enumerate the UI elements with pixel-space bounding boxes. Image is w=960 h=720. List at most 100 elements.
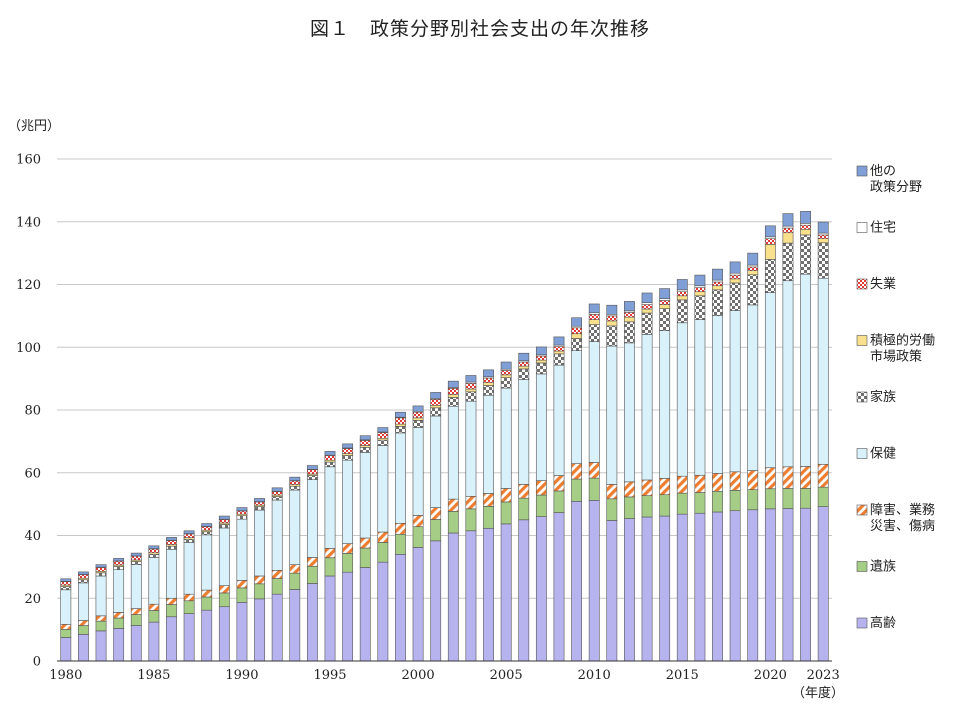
bar-segment <box>764 488 776 510</box>
bar-segment <box>254 598 265 662</box>
bar-segment <box>324 466 336 549</box>
bar-segment <box>500 361 512 370</box>
bar-segment <box>289 572 301 590</box>
bar-segment <box>113 566 125 570</box>
bar-segment <box>606 315 618 322</box>
bar-segment <box>289 589 301 662</box>
bar-segment <box>236 510 248 515</box>
bar-segment <box>764 467 776 490</box>
bar-segment <box>236 587 248 603</box>
bar-segment <box>218 585 230 594</box>
bar-segment <box>289 564 301 574</box>
bar-segment <box>271 593 283 662</box>
bar-segment <box>624 316 635 323</box>
bar-segment <box>712 289 723 316</box>
x-tick-label: 2015 <box>666 668 699 683</box>
bar-segment <box>201 596 213 611</box>
bar-segment <box>764 238 776 245</box>
bar-segment <box>412 411 424 419</box>
bar-segment <box>659 330 671 479</box>
bar-segment <box>148 554 160 558</box>
bar-segment <box>500 374 512 378</box>
bar-segment <box>483 385 494 396</box>
bar-segment <box>201 589 213 598</box>
bar-segment <box>289 480 301 485</box>
y-tick-label: 0 <box>33 655 41 670</box>
bar-segment <box>201 531 213 536</box>
bar-segment <box>218 592 230 608</box>
bar-segment <box>712 315 723 474</box>
legend-swatch <box>856 391 868 403</box>
bar-segment <box>201 609 213 662</box>
bar-segment <box>535 516 547 662</box>
bar-segment <box>324 557 336 577</box>
bar-segment <box>535 373 547 481</box>
bar-segment <box>430 507 442 520</box>
bar-segment <box>500 377 512 389</box>
bar-segment <box>641 312 653 335</box>
bar-segment <box>342 443 354 449</box>
bar-segment <box>166 604 177 618</box>
bar-segment <box>782 280 794 468</box>
bar-segment <box>712 285 723 291</box>
bar-segment <box>694 274 706 287</box>
legend-label: 市場政策 <box>870 349 922 365</box>
bar-segment <box>254 509 265 577</box>
bar-segment <box>518 519 530 662</box>
bar-segment <box>430 392 442 399</box>
bar-segment <box>95 575 107 617</box>
bar-segment <box>764 292 776 469</box>
y-tick-label: 140 <box>16 215 41 230</box>
bar-segment <box>624 321 635 344</box>
bar-segment <box>483 369 494 378</box>
chart-title: 図１ 政策分野別社会支出の年次推移 <box>309 18 650 40</box>
bar-segment <box>236 515 248 520</box>
bar-segment <box>306 479 318 558</box>
bar-segment <box>201 523 213 527</box>
bar-segment <box>271 578 283 595</box>
bar-segment <box>712 281 723 287</box>
bar-segment <box>359 435 371 441</box>
bar-segment <box>518 361 530 367</box>
bar-segment <box>271 499 283 571</box>
bar-segment <box>764 259 776 293</box>
bar-segment <box>676 475 688 494</box>
legend-label: 保健 <box>870 447 896 462</box>
bar-segment <box>130 552 142 557</box>
bar-segment <box>465 383 477 390</box>
bar-segment <box>676 279 688 291</box>
bar-segment <box>553 512 565 662</box>
bar-segment <box>271 491 283 496</box>
y-tick-label: 40 <box>24 529 41 544</box>
bar-segment <box>553 336 565 346</box>
bar-segment <box>183 600 195 614</box>
bar-segment <box>676 513 688 662</box>
bar-segment <box>729 310 741 473</box>
bar-segment <box>800 507 811 662</box>
bar-segment <box>694 319 706 476</box>
bar-segment <box>676 492 688 515</box>
bar-segment <box>377 561 389 662</box>
bar-segment <box>694 474 706 493</box>
legend-swatch <box>856 222 868 233</box>
bar-segment <box>306 469 318 475</box>
bar-segment <box>747 470 759 490</box>
bar-segment <box>430 540 442 662</box>
y-tick-label: 120 <box>16 278 41 293</box>
bar-segment <box>60 589 72 625</box>
x-tick-label: 2020 <box>754 668 787 683</box>
bar-segment <box>113 560 125 566</box>
bar-segment <box>800 273 811 467</box>
bar-segment <box>588 319 600 325</box>
bar-segment <box>60 629 72 638</box>
bar-segment <box>78 634 89 662</box>
bar-segment <box>395 411 406 418</box>
bar-segment <box>289 485 301 491</box>
bar-segment <box>324 575 336 662</box>
bar-segment <box>624 518 635 662</box>
bar-segment <box>571 338 583 352</box>
bar-segment <box>553 364 565 476</box>
bar-segment <box>148 545 160 549</box>
bar-segment <box>395 432 406 524</box>
bar-segment <box>130 608 142 615</box>
